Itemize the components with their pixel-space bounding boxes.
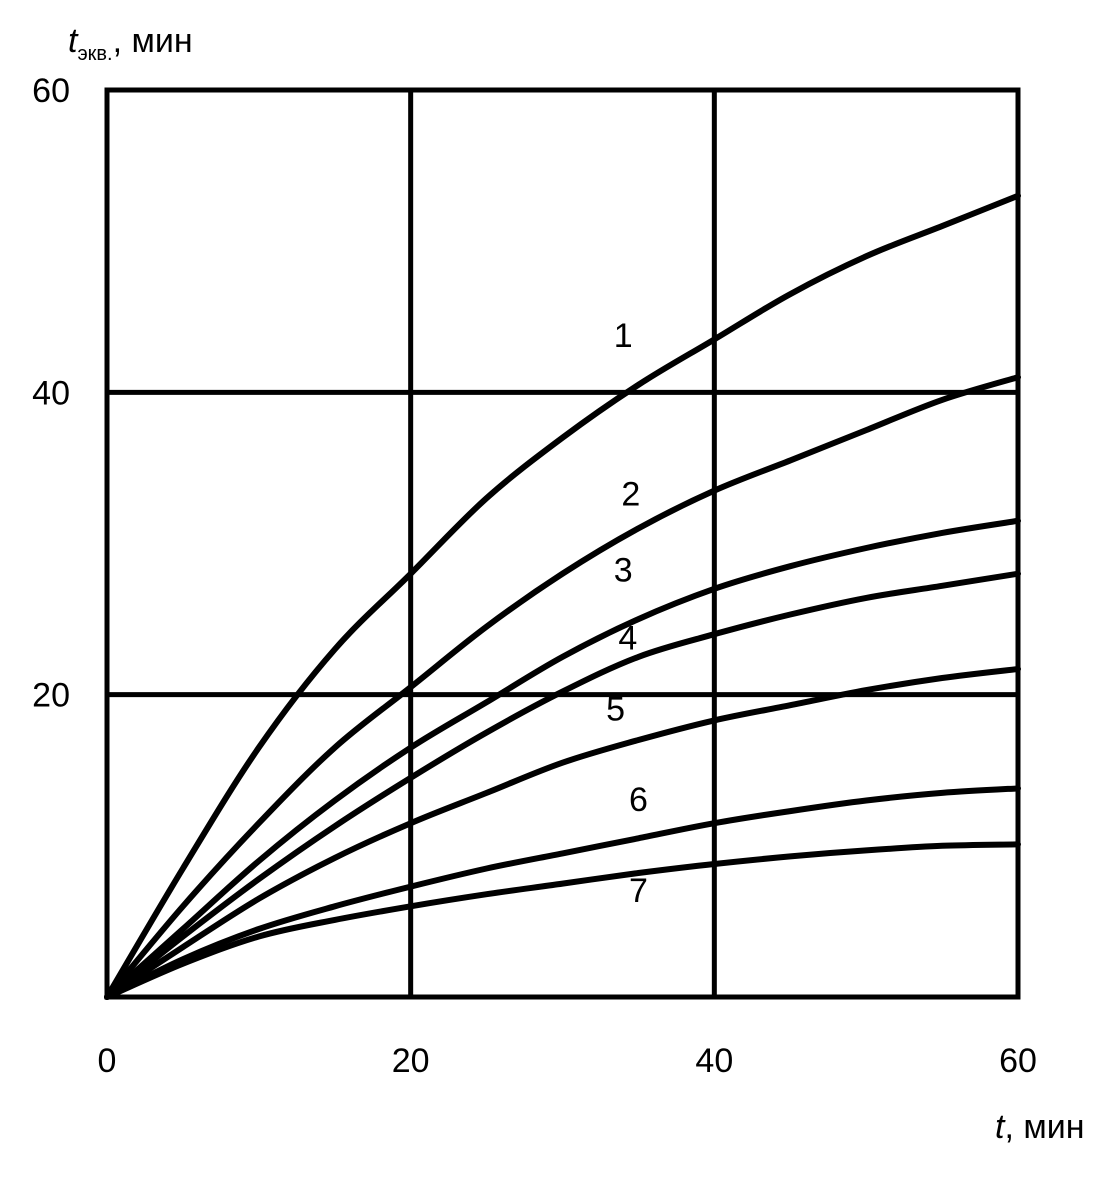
series-group [104,192,1021,1000]
series-label-2: 2 [621,476,640,514]
plot-frame [104,87,1021,1000]
curve-labels: 1 2 3 4 5 6 7 [606,317,648,910]
series-line-4 [104,570,1021,1000]
series-label-7: 7 [629,872,648,910]
series-label-1: 1 [614,317,633,355]
series-line-2 [104,374,1021,1000]
tick-labels: 0 20 40 60 20 40 60 [32,72,1037,1080]
x-tick-label: 20 [392,1042,430,1080]
series-label-3: 3 [614,551,633,589]
series-label-4: 4 [618,619,637,657]
x-axis-var: t [995,1108,1006,1146]
series-line-6 [104,785,1021,1000]
series-line-3 [104,517,1021,1000]
y-axis-unit: , мин [113,22,193,60]
y-tick-label: 40 [32,374,70,412]
x-axis-unit: , мин [1004,1108,1084,1146]
x-tick-label: 60 [999,1042,1037,1080]
series-line-1 [104,192,1021,1000]
series-label-6: 6 [629,781,648,819]
y-tick-label: 60 [32,72,70,110]
series-line-5 [104,666,1021,1000]
y-axis-subscript: экв. [77,43,112,65]
y-tick-label: 20 [32,677,70,715]
y-axis-var: t [68,22,79,60]
x-axis-title: t, мин [995,1108,1085,1146]
x-tick-label: 0 [98,1042,117,1080]
x-tick-label: 40 [695,1042,733,1080]
series-label-5: 5 [606,690,625,728]
grid [104,87,1021,1000]
y-axis-title: tэкв., мин [68,22,193,65]
series-line-7 [104,841,1021,1000]
